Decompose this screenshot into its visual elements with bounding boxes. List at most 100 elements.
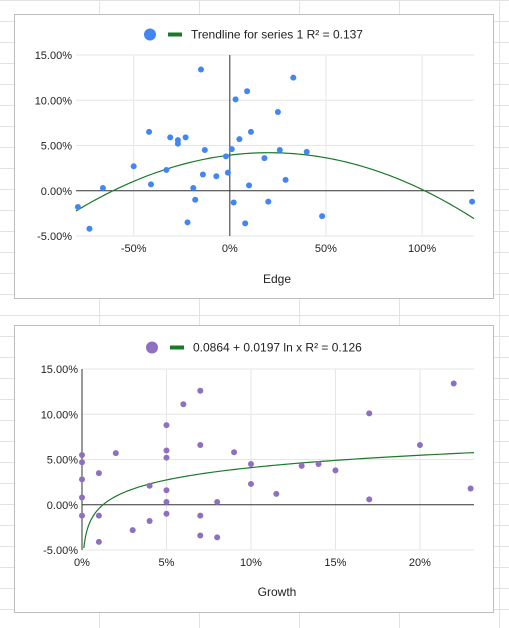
data-point <box>95 538 102 545</box>
data-point <box>174 140 181 147</box>
data-point <box>236 136 243 143</box>
data-point <box>274 109 281 116</box>
data-point <box>261 155 268 162</box>
data-point <box>366 410 373 417</box>
data-point <box>163 499 170 506</box>
data-point <box>192 196 199 203</box>
x-tick-label: 0% <box>74 557 90 569</box>
data-point <box>416 442 423 449</box>
data-point <box>180 401 187 408</box>
data-point <box>79 512 85 519</box>
x-tick-label: 0% <box>222 243 238 255</box>
y-tick-label: -5.00% <box>37 231 72 243</box>
data-point <box>282 176 289 183</box>
data-points <box>74 66 476 232</box>
trendline <box>83 452 475 549</box>
data-point <box>467 485 474 492</box>
legend: Trendline for series 1 R² = 0.137 <box>144 28 363 42</box>
data-point <box>231 449 238 456</box>
edge-chart-plot: Trendline for series 1 R² = 0.137 -5.00%… <box>35 28 476 286</box>
data-point <box>146 482 153 489</box>
legend-trendline-label: 0.0864 + 0.0197 ln x R² = 0.126 <box>193 341 362 355</box>
data-point <box>213 173 220 180</box>
data-point <box>163 510 170 517</box>
data-point <box>112 450 119 457</box>
data-point <box>199 171 206 178</box>
legend: 0.0864 + 0.0197 ln x R² = 0.126 <box>146 341 362 355</box>
data-point <box>222 153 229 160</box>
data-point <box>201 147 208 154</box>
growth-chart: 0.0864 + 0.0197 ln x R² = 0.126 -5.00% 0.… <box>14 325 494 613</box>
x-tick-label: 50% <box>315 243 337 255</box>
data-point <box>197 532 204 539</box>
data-point <box>74 204 81 211</box>
edge-chart: Trendline for series 1 R² = 0.137 -5.00%… <box>14 14 494 299</box>
data-point <box>147 181 154 188</box>
legend-series-marker <box>144 28 156 41</box>
data-point <box>214 499 221 506</box>
data-point <box>197 66 204 73</box>
x-tick-labels: 0% 5% 10% 15% 20% <box>74 557 431 569</box>
data-point <box>276 147 283 154</box>
legend-series-marker <box>146 341 158 354</box>
data-point <box>315 461 322 468</box>
y-tick-label: 15.00% <box>35 50 73 62</box>
y-tick-label: -5.00% <box>43 545 78 557</box>
growth-chart-plot: 0.0864 + 0.0197 ln x R² = 0.126 -5.00% 0.… <box>41 341 475 599</box>
data-point <box>86 225 93 232</box>
x-tick-labels: -50% 0% 50% 100% <box>121 243 437 255</box>
x-tick-label: 20% <box>409 557 431 569</box>
data-point <box>163 447 170 454</box>
data-point <box>214 534 221 541</box>
data-point <box>224 169 231 176</box>
data-point <box>265 198 272 205</box>
data-point <box>167 134 174 141</box>
legend-trendline-label: Trendline for series 1 R² = 0.137 <box>191 28 363 42</box>
x-tick-label: 100% <box>408 243 436 255</box>
data-point <box>163 487 170 494</box>
data-point <box>244 88 251 95</box>
data-point <box>163 422 170 429</box>
data-point <box>79 476 85 483</box>
data-point <box>366 496 373 503</box>
gridlines <box>82 368 474 551</box>
data-point <box>79 451 85 458</box>
x-tick-label: 10% <box>240 557 262 569</box>
data-point <box>99 185 106 192</box>
y-tick-label: 0.00% <box>41 186 72 198</box>
data-point <box>184 219 191 226</box>
data-point <box>319 213 326 220</box>
data-point <box>163 166 170 173</box>
data-point <box>332 467 339 474</box>
y-tick-label: 15.00% <box>41 364 79 376</box>
data-point <box>247 128 254 135</box>
data-point <box>146 518 153 525</box>
data-point <box>95 512 102 519</box>
data-point <box>247 461 254 468</box>
data-point <box>163 454 170 461</box>
data-point <box>303 148 310 155</box>
x-axis-title: Growth <box>258 585 297 599</box>
x-axis-title: Edge <box>263 272 291 286</box>
data-point <box>298 462 305 469</box>
data-point <box>247 480 254 487</box>
data-point <box>197 387 204 394</box>
data-point <box>246 182 253 189</box>
y-tick-label: 5.00% <box>47 455 78 467</box>
data-point <box>129 527 136 534</box>
data-point <box>450 380 457 387</box>
axes <box>76 55 474 236</box>
y-tick-labels: -5.00% 0.00% 5.00% 10.00% 15.00% <box>41 364 79 557</box>
y-tick-label: 5.00% <box>41 141 72 153</box>
y-tick-label: 10.00% <box>41 409 79 421</box>
y-tick-label: 10.00% <box>35 95 73 107</box>
data-point <box>242 220 249 227</box>
x-tick-label: -50% <box>121 243 147 255</box>
data-point <box>290 74 297 81</box>
data-point <box>197 442 204 449</box>
data-point <box>232 96 239 103</box>
data-point <box>273 490 280 497</box>
data-point <box>95 470 102 477</box>
data-point <box>79 459 85 466</box>
data-point <box>79 494 85 501</box>
